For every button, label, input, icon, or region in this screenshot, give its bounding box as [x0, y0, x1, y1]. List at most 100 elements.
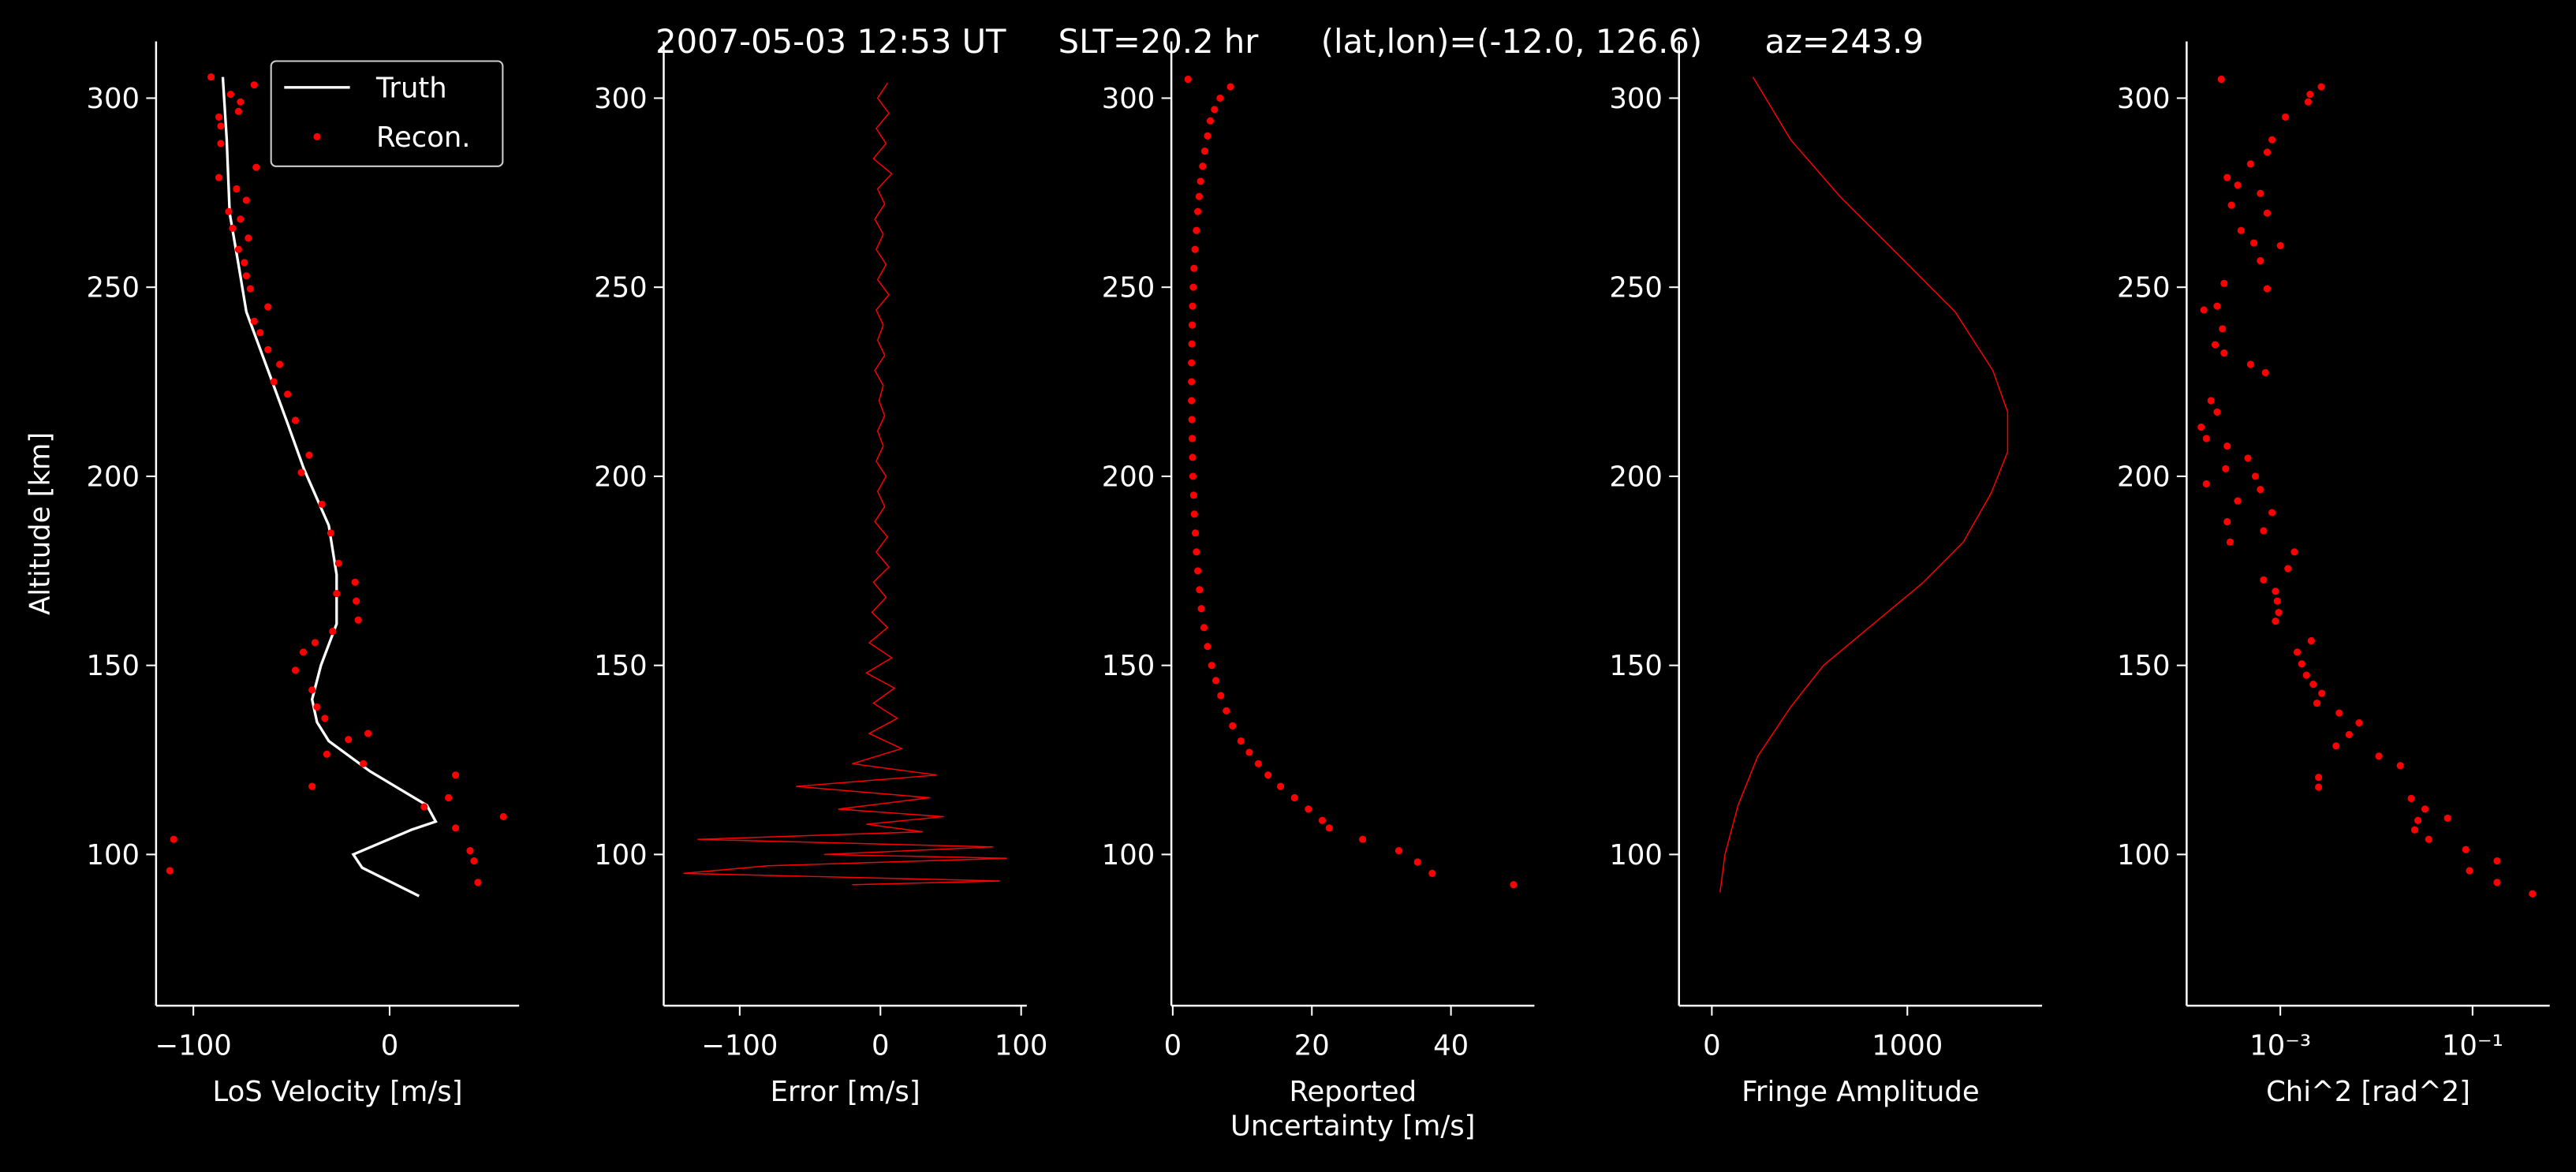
- point: [2213, 302, 2221, 310]
- point: [470, 857, 478, 865]
- point: [2202, 480, 2210, 488]
- point: [217, 140, 225, 147]
- point: [1188, 321, 1197, 329]
- point: [1193, 226, 1200, 234]
- point: [242, 272, 250, 280]
- point: [2237, 226, 2245, 234]
- point: [1264, 771, 1272, 779]
- point: [245, 234, 252, 242]
- point: [2335, 709, 2343, 717]
- point: [2246, 360, 2254, 368]
- point: [284, 390, 292, 398]
- point: [2257, 486, 2264, 494]
- point: [2317, 83, 2325, 91]
- point: [1305, 805, 1312, 813]
- x-tick-label: 0: [381, 1030, 399, 1062]
- point: [215, 113, 223, 121]
- point: [233, 185, 241, 193]
- point: [445, 793, 453, 802]
- point: [2407, 794, 2415, 803]
- point: [1193, 548, 1200, 556]
- point: [2217, 75, 2225, 84]
- y-tick-label: 200: [1102, 461, 1155, 493]
- point: [1184, 75, 1192, 84]
- point: [2246, 160, 2254, 168]
- figure-title: 2007-05-03 12:53 UT SLT=20.2 hr (lat,lon…: [655, 22, 1924, 61]
- profile-line: [1719, 77, 2009, 893]
- point: [1290, 793, 1298, 802]
- x-tick-label: 1000: [1872, 1030, 1943, 1062]
- point: [1217, 692, 1225, 700]
- x-axis-label: LoS Velocity [m/s]: [213, 1076, 463, 1108]
- point: [1188, 397, 1196, 405]
- y-tick-label: 150: [594, 650, 648, 682]
- point: [2304, 98, 2313, 106]
- point: [2197, 424, 2205, 431]
- point: [270, 378, 278, 386]
- y-tick-label: 150: [86, 650, 140, 682]
- point: [2219, 325, 2227, 333]
- point: [2234, 181, 2242, 189]
- point: [308, 782, 316, 790]
- point: [333, 589, 341, 598]
- point: [2315, 773, 2323, 782]
- y-tick-label: 200: [2117, 461, 2171, 493]
- point: [234, 107, 242, 115]
- point: [1195, 192, 1203, 200]
- y-tick-label: 100: [86, 839, 140, 872]
- point: [299, 648, 308, 656]
- legend-label: Recon.: [376, 121, 471, 154]
- point: [1189, 491, 1197, 499]
- panel: 100 150 200 250 300 0 20 40 ReportedUncertainty …: [1102, 41, 1535, 1143]
- point: [237, 98, 245, 106]
- point: [1188, 340, 1196, 348]
- x-tick-label: 20: [1294, 1030, 1330, 1062]
- x-axis-label: Chi^2 [rad^2]: [2266, 1076, 2470, 1108]
- point: [1188, 435, 1197, 442]
- point: [1325, 824, 1333, 832]
- point: [215, 174, 223, 181]
- point: [353, 597, 360, 605]
- point: [2257, 189, 2264, 197]
- point: [2260, 527, 2268, 535]
- panel: 100 150 200 250 300 −100 0 LoS Velocity [m/s] Al…: [24, 41, 520, 1108]
- point: [2375, 752, 2383, 760]
- point: [2220, 349, 2228, 357]
- x-tick-label: 10⁻¹: [2442, 1030, 2503, 1062]
- x-tick-label: 40: [1433, 1030, 1469, 1062]
- profile-line: [221, 77, 438, 898]
- x-axis-label: Uncertainty [m/s]: [1230, 1110, 1475, 1143]
- point: [2309, 681, 2317, 689]
- point: [2273, 597, 2281, 605]
- x-tick-label: −100: [701, 1030, 778, 1062]
- point: [2226, 538, 2234, 546]
- y-tick-label: 200: [594, 461, 648, 493]
- point: [2261, 368, 2269, 377]
- point: [2272, 617, 2279, 625]
- point: [345, 736, 353, 744]
- point: [2355, 719, 2363, 727]
- point: [1189, 472, 1197, 480]
- point: [2272, 588, 2279, 595]
- panel: 100 150 200 250 300 −100 0 100 Error [m/s]: [594, 41, 1047, 1108]
- point: [2220, 279, 2228, 287]
- point: [2313, 700, 2321, 707]
- y-tick-label: 250: [594, 272, 648, 304]
- point: [2410, 826, 2419, 834]
- point: [2318, 689, 2326, 697]
- point: [329, 627, 337, 636]
- y-tick-label: 300: [2117, 83, 2171, 115]
- point: [2493, 857, 2501, 865]
- point: [2200, 306, 2208, 314]
- point: [297, 468, 305, 476]
- point: [207, 73, 215, 81]
- point: [2276, 241, 2284, 250]
- point: [351, 578, 359, 586]
- y-tick-label: 250: [2117, 272, 2171, 304]
- point: [1188, 416, 1196, 424]
- point: [360, 760, 368, 767]
- point: [1211, 677, 1220, 685]
- point: [2263, 285, 2272, 293]
- point: [1194, 567, 1202, 575]
- point: [1200, 147, 1209, 155]
